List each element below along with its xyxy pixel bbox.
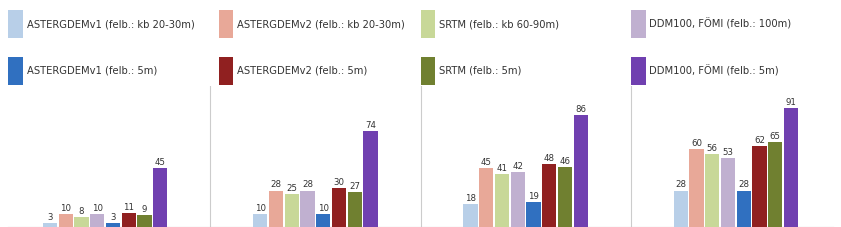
Bar (43, 223, 57, 227)
Text: ASTERGDEMv1 (felb.: 5m): ASTERGDEMv1 (felb.: 5m) (27, 66, 156, 76)
Bar (753, 146, 767, 227)
Bar (316, 214, 331, 227)
Bar (269, 190, 283, 227)
Text: 8: 8 (79, 207, 84, 215)
Bar (558, 167, 572, 227)
Text: SRTM (felb.: kb 60-90m): SRTM (felb.: kb 60-90m) (439, 19, 558, 29)
FancyBboxPatch shape (420, 57, 436, 84)
Text: 46: 46 (559, 157, 570, 166)
Bar (737, 190, 751, 227)
Text: 42: 42 (512, 162, 523, 171)
Text: DDM100, FÖMI (felb.: 100m): DDM100, FÖMI (felb.: 100m) (648, 18, 791, 30)
Bar (153, 168, 167, 227)
Text: DDM100, FÖMI (felb.: 5m): DDM100, FÖMI (felb.: 5m) (648, 65, 779, 76)
Bar (363, 131, 378, 227)
Text: 60: 60 (691, 139, 702, 148)
Text: 65: 65 (770, 132, 780, 141)
Text: 11: 11 (124, 203, 135, 212)
Text: 28: 28 (738, 180, 749, 190)
Text: 10: 10 (92, 204, 103, 213)
Text: 10: 10 (61, 204, 71, 213)
Bar (300, 190, 315, 227)
Bar (106, 223, 120, 227)
Text: 9: 9 (142, 205, 147, 214)
Bar (768, 142, 782, 227)
Bar (495, 174, 509, 227)
Text: 91: 91 (785, 98, 796, 107)
Bar (542, 164, 557, 227)
Text: 27: 27 (349, 182, 360, 191)
Bar (137, 215, 151, 227)
FancyBboxPatch shape (420, 10, 436, 38)
Bar (574, 115, 588, 227)
Text: 48: 48 (544, 154, 555, 163)
Bar (510, 172, 525, 227)
Text: ASTERGDEMv2 (felb.: kb 20-30m): ASTERGDEMv2 (felb.: kb 20-30m) (236, 19, 405, 29)
Bar (253, 214, 267, 227)
Text: 28: 28 (271, 180, 282, 190)
FancyBboxPatch shape (8, 10, 24, 38)
Text: 45: 45 (155, 158, 166, 167)
Text: ASTERGDEMv1 (felb.: kb 20-30m): ASTERGDEMv1 (felb.: kb 20-30m) (27, 19, 194, 29)
FancyBboxPatch shape (219, 10, 234, 38)
Bar (784, 109, 798, 227)
Bar (90, 214, 104, 227)
Text: 10: 10 (255, 204, 266, 213)
Text: ASTERGDEMv2 (felb.: 5m): ASTERGDEMv2 (felb.: 5m) (236, 66, 367, 76)
FancyBboxPatch shape (631, 57, 646, 84)
Text: 74: 74 (365, 121, 376, 130)
Text: 10: 10 (318, 204, 329, 213)
Bar (705, 154, 719, 227)
Text: 62: 62 (754, 136, 765, 145)
Bar (59, 214, 73, 227)
FancyBboxPatch shape (8, 57, 24, 84)
Bar (332, 188, 346, 227)
Bar (526, 202, 541, 227)
Text: 3: 3 (47, 213, 53, 222)
Text: 53: 53 (722, 148, 733, 157)
Text: 86: 86 (575, 105, 586, 114)
Bar (721, 158, 735, 227)
Text: 3: 3 (110, 213, 116, 222)
Text: 28: 28 (675, 180, 686, 190)
Bar (690, 149, 704, 227)
Text: 45: 45 (481, 158, 492, 167)
Bar (347, 192, 362, 227)
Text: 25: 25 (286, 184, 297, 193)
Bar (674, 190, 688, 227)
Text: 41: 41 (496, 163, 507, 173)
Bar (122, 213, 136, 227)
FancyBboxPatch shape (631, 10, 646, 38)
Text: 18: 18 (465, 193, 476, 202)
Text: SRTM (felb.: 5m): SRTM (felb.: 5m) (439, 66, 521, 76)
Text: 56: 56 (706, 144, 717, 153)
Bar (463, 204, 478, 227)
Text: 19: 19 (528, 192, 539, 201)
Bar (284, 194, 299, 227)
FancyBboxPatch shape (219, 57, 234, 84)
Text: 28: 28 (302, 180, 313, 190)
Text: 30: 30 (334, 178, 345, 187)
Bar (479, 168, 494, 227)
Bar (74, 217, 88, 227)
